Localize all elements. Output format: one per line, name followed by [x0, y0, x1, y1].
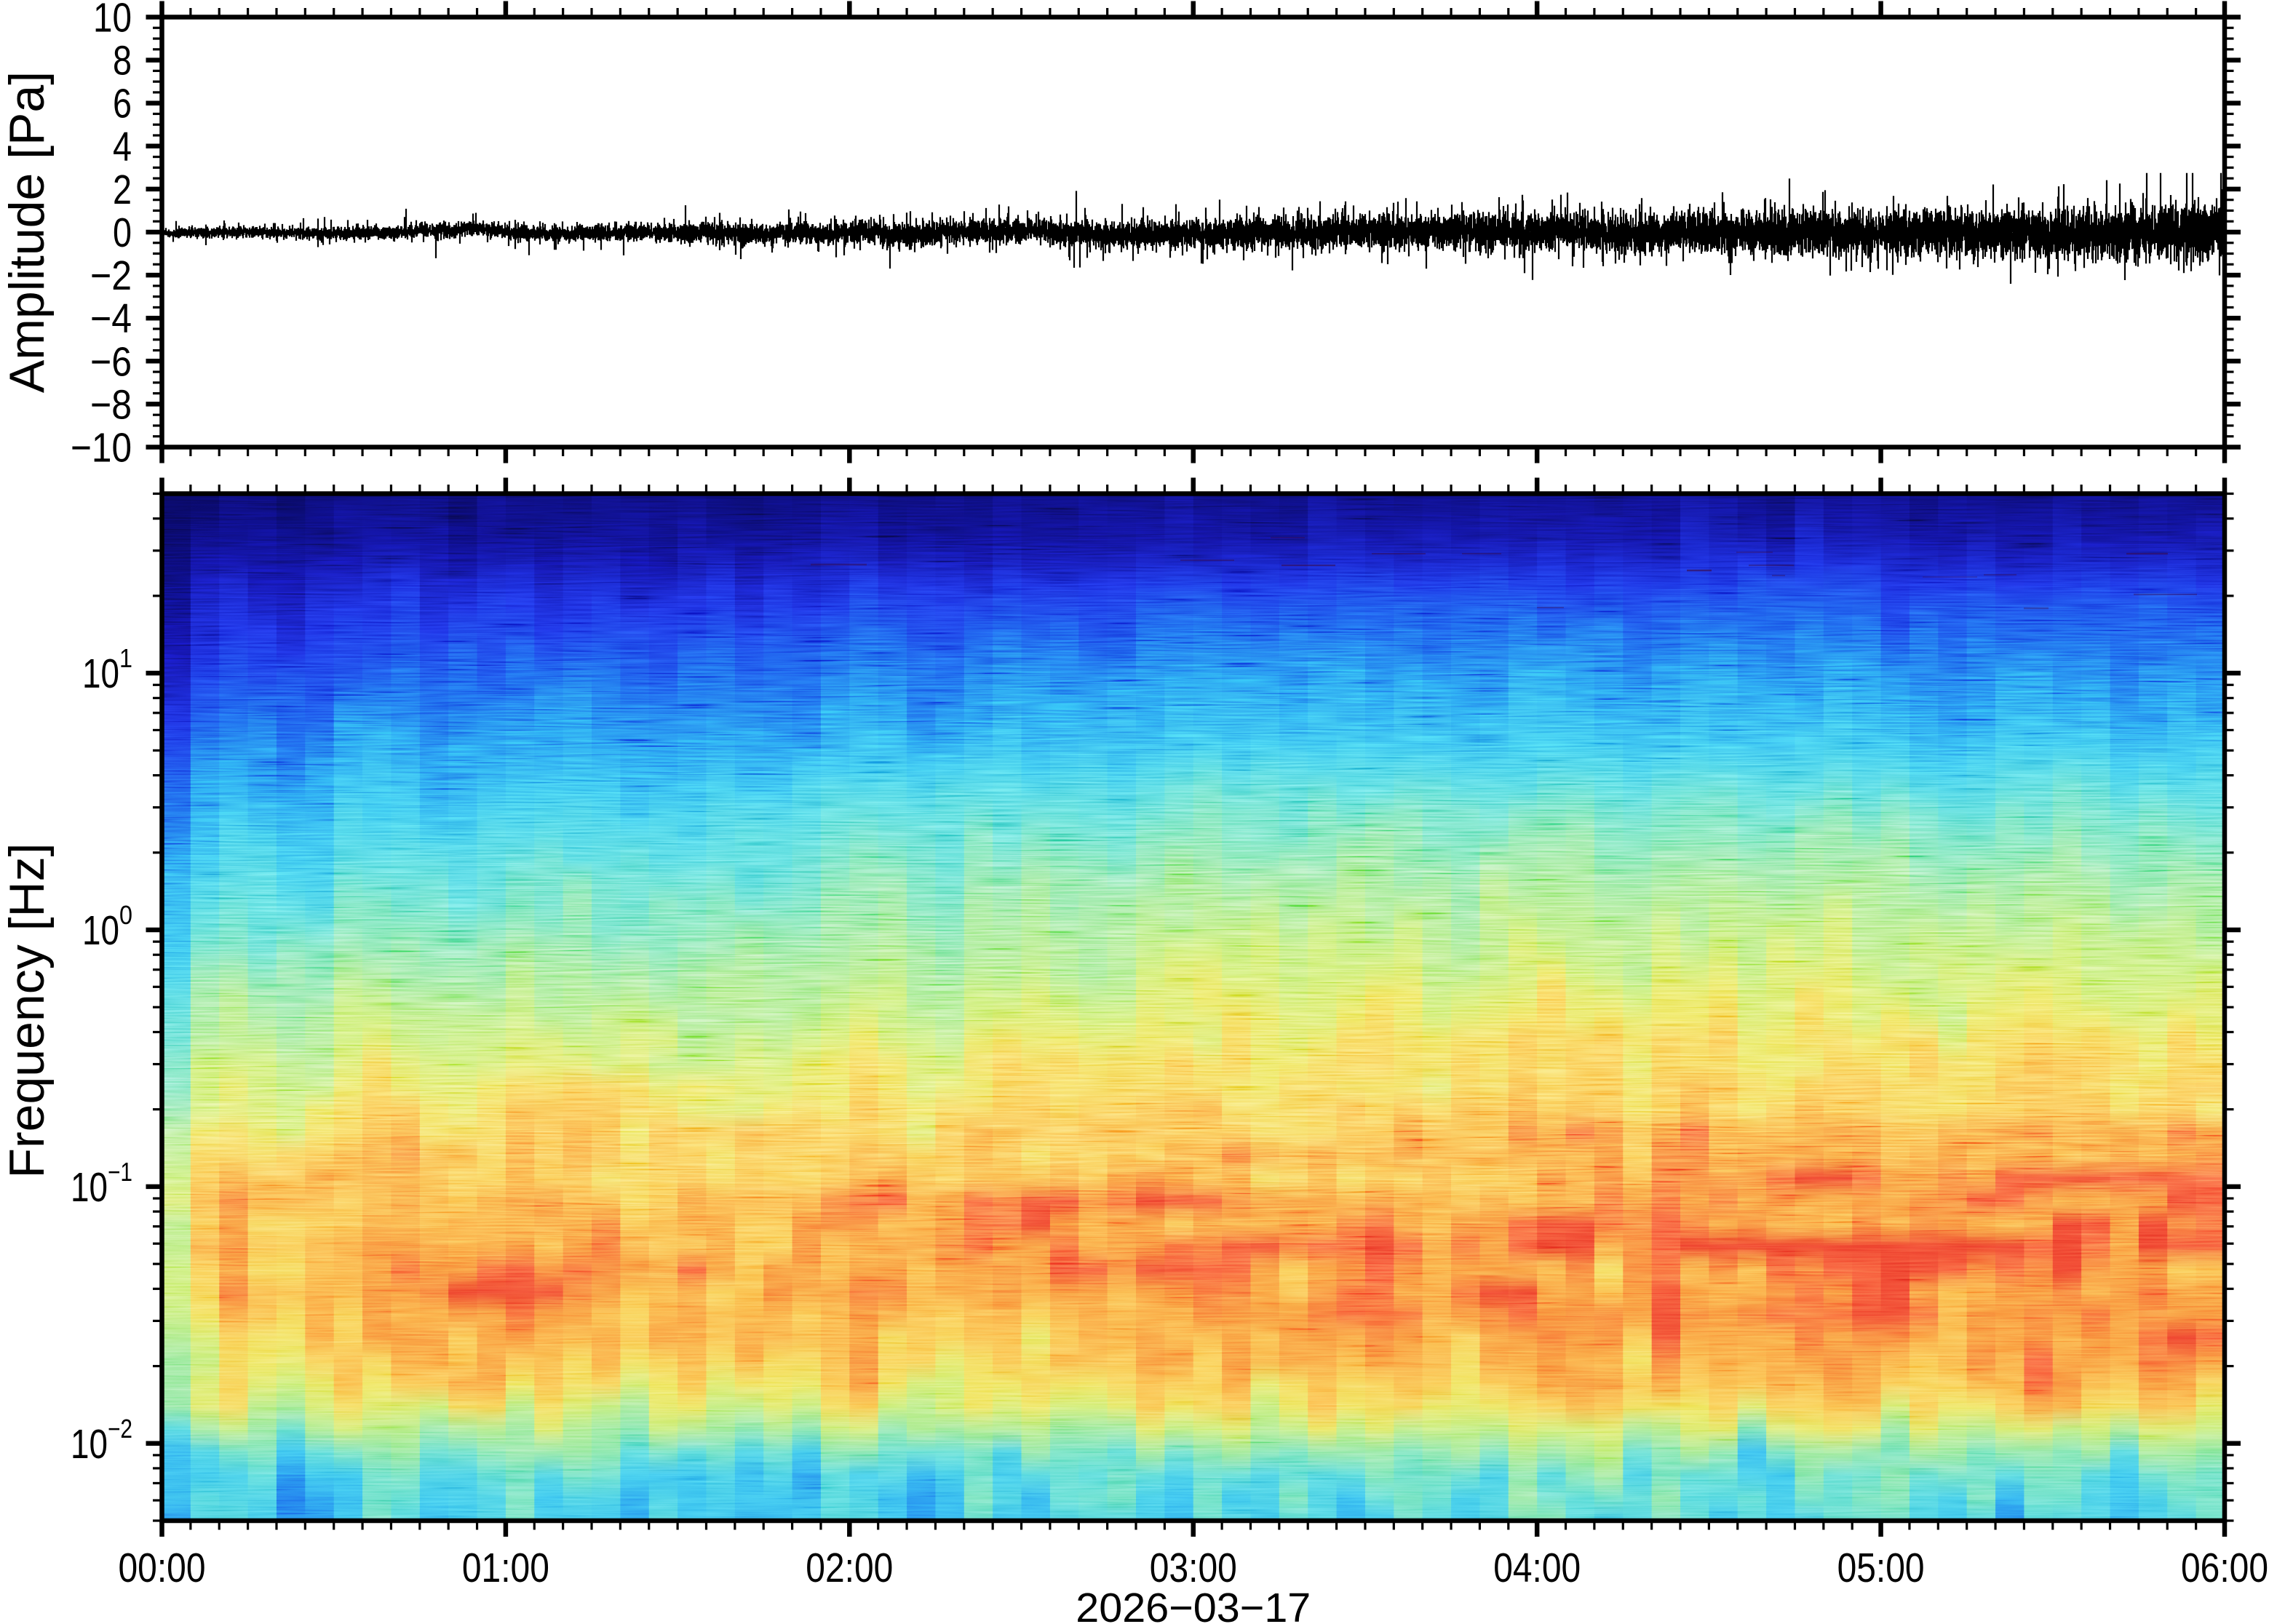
svg-text:01:00: 01:00 — [462, 1545, 549, 1591]
svg-text:2026−03−17: 2026−03−17 — [1076, 1585, 1311, 1624]
svg-text:6: 6 — [113, 81, 132, 127]
svg-text:−2: −2 — [108, 1414, 132, 1444]
svg-text:1: 1 — [119, 643, 132, 673]
svg-text:10: 10 — [82, 650, 119, 697]
svg-text:10: 10 — [71, 1164, 108, 1211]
svg-text:02:00: 02:00 — [806, 1545, 893, 1591]
svg-text:−4: −4 — [90, 295, 132, 342]
svg-text:−6: −6 — [90, 338, 132, 385]
svg-text:−1: −1 — [108, 1157, 132, 1187]
svg-text:4: 4 — [113, 124, 132, 170]
svg-text:03:00: 03:00 — [1150, 1545, 1237, 1591]
svg-text:−2: −2 — [90, 252, 132, 299]
svg-text:10: 10 — [93, 0, 132, 41]
svg-text:2: 2 — [113, 167, 132, 213]
svg-text:Frequency [Hz]: Frequency [Hz] — [0, 843, 55, 1178]
svg-text:−10: −10 — [71, 425, 132, 471]
svg-text:00:00: 00:00 — [119, 1545, 206, 1591]
svg-text:10: 10 — [71, 1421, 108, 1468]
svg-text:06:00: 06:00 — [2181, 1545, 2268, 1591]
svg-text:−8: −8 — [90, 381, 132, 428]
svg-text:04:00: 04:00 — [1493, 1545, 1581, 1591]
svg-text:05:00: 05:00 — [1837, 1545, 1925, 1591]
svg-text:0: 0 — [119, 900, 132, 930]
svg-text:Amplitude [Pa]: Amplitude [Pa] — [0, 71, 55, 393]
svg-text:8: 8 — [113, 38, 132, 84]
svg-text:0: 0 — [113, 210, 132, 256]
svg-text:10: 10 — [82, 907, 119, 954]
